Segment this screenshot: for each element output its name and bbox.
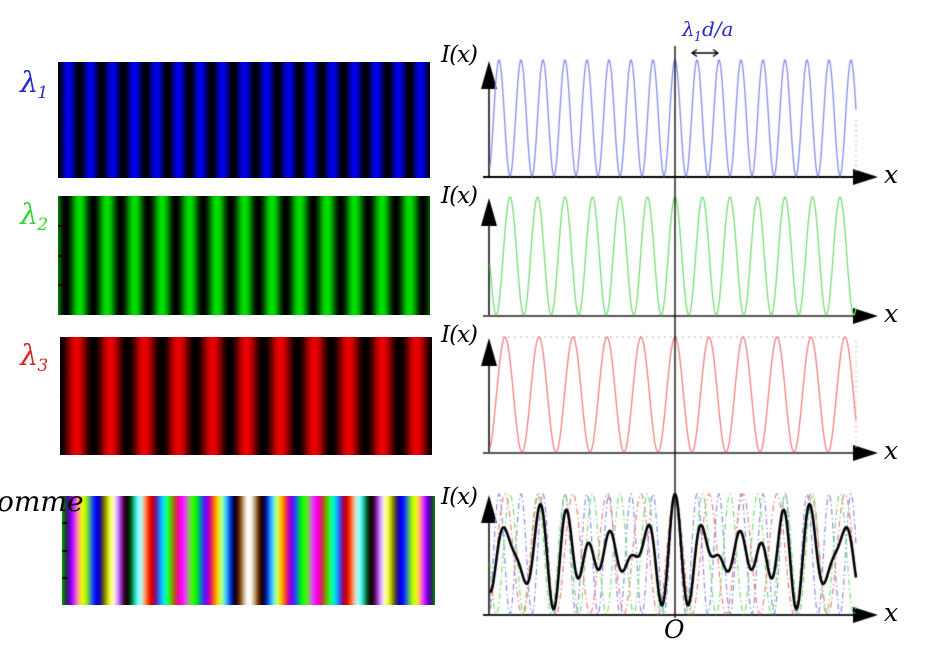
lambda3-symbol: λ (20, 338, 39, 372)
ylabel-plot4: I(x) (441, 484, 478, 510)
fringe-pattern-sum (62, 496, 435, 605)
annotation-rest: d/a (701, 17, 734, 41)
xlabel-plot4: x (884, 598, 899, 627)
xlabel-plot3: x (884, 436, 899, 465)
annotation-subscript: 1 (693, 29, 702, 45)
fringe-pattern-lambda1 (58, 62, 430, 178)
xlabel-plot1: x (884, 160, 899, 189)
lambda1-subscript: 1 (37, 82, 49, 103)
lambda2-subscript: 2 (37, 214, 49, 235)
fringe-pattern-lambda3 (60, 337, 432, 455)
lambda2-symbol: λ (20, 197, 39, 231)
label-somme: omme (0, 485, 84, 518)
ylabel-plot1: I(x) (441, 42, 478, 68)
intensity-plots (440, 0, 930, 659)
label-lambda3: λ3 (20, 338, 48, 375)
fringe-pattern-lambda2 (58, 196, 430, 315)
origin-label: O (664, 615, 685, 644)
label-lambda2: λ2 (20, 197, 48, 234)
lambda1-symbol: λ (20, 65, 39, 99)
ylabel-plot3: I(x) (441, 322, 478, 348)
lambda3-subscript: 3 (37, 355, 49, 376)
label-lambda1: λ1 (20, 65, 48, 102)
fringe-spacing-annotation: λ1d/a (682, 17, 734, 44)
annotation-lambda-symbol: λ (682, 17, 695, 41)
xlabel-plot2: x (884, 299, 899, 328)
ylabel-plot2: I(x) (441, 183, 478, 209)
